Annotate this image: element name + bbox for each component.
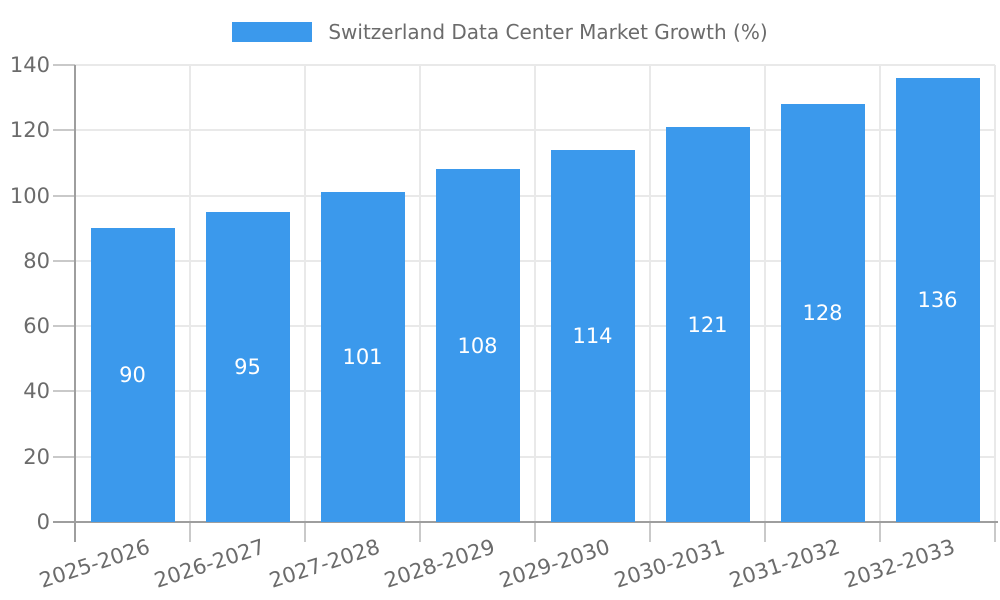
bar bbox=[205, 211, 290, 522]
y-axis-line bbox=[74, 65, 76, 542]
y-tick-mark bbox=[53, 325, 75, 328]
y-tick-mark bbox=[53, 129, 75, 132]
x-axis-line bbox=[53, 521, 998, 523]
bar bbox=[895, 78, 980, 522]
x-gridline bbox=[764, 65, 766, 522]
x-tick-mark bbox=[649, 522, 651, 542]
x-tick-mark bbox=[189, 522, 191, 542]
x-gridline bbox=[879, 65, 881, 522]
legend-swatch bbox=[232, 22, 313, 42]
y-tick-mark bbox=[53, 194, 75, 197]
bar-value-label: 136 bbox=[917, 288, 958, 313]
x-tick-mark bbox=[534, 522, 536, 542]
y-tick-label: 40 bbox=[23, 379, 50, 404]
bar bbox=[780, 104, 865, 522]
bar bbox=[90, 228, 175, 522]
bar-value-label: 101 bbox=[342, 345, 383, 370]
bar bbox=[435, 169, 520, 522]
bar-value-label: 108 bbox=[457, 333, 498, 358]
y-tick-mark bbox=[53, 455, 75, 458]
y-tick-mark bbox=[53, 259, 75, 262]
legend-label: Switzerland Data Center Market Growth (%… bbox=[328, 20, 768, 44]
x-gridline bbox=[534, 65, 536, 522]
y-tick-label: 140 bbox=[9, 53, 50, 77]
x-tick-mark bbox=[879, 522, 881, 542]
y-tick-label: 120 bbox=[9, 118, 50, 143]
y-tick-label: 80 bbox=[23, 248, 50, 273]
x-tick-mark bbox=[304, 522, 306, 542]
legend: Switzerland Data Center Market Growth (%… bbox=[0, 20, 1000, 44]
bar-value-label: 114 bbox=[572, 323, 613, 348]
x-gridline bbox=[419, 65, 421, 522]
x-tick-mark bbox=[994, 522, 996, 542]
x-gridline bbox=[994, 65, 996, 522]
y-tick-mark bbox=[53, 390, 75, 393]
x-tick-mark bbox=[764, 522, 766, 542]
bar bbox=[550, 149, 635, 522]
y-tick-label: 100 bbox=[9, 183, 50, 208]
x-gridline bbox=[649, 65, 651, 522]
x-tick-mark bbox=[419, 522, 421, 542]
y-tick-label: 20 bbox=[23, 444, 50, 469]
y-tick-mark bbox=[53, 64, 75, 66]
bar bbox=[665, 127, 750, 522]
y-tick-label: 60 bbox=[23, 314, 50, 339]
bar-value-label: 128 bbox=[802, 301, 843, 326]
bar-value-label: 90 bbox=[119, 363, 146, 388]
x-gridline bbox=[189, 65, 191, 522]
bar-value-label: 95 bbox=[234, 354, 261, 379]
bar bbox=[320, 192, 405, 522]
x-gridline bbox=[304, 65, 306, 522]
bar-value-label: 121 bbox=[687, 312, 728, 337]
y-tick-label: 0 bbox=[36, 510, 50, 534]
